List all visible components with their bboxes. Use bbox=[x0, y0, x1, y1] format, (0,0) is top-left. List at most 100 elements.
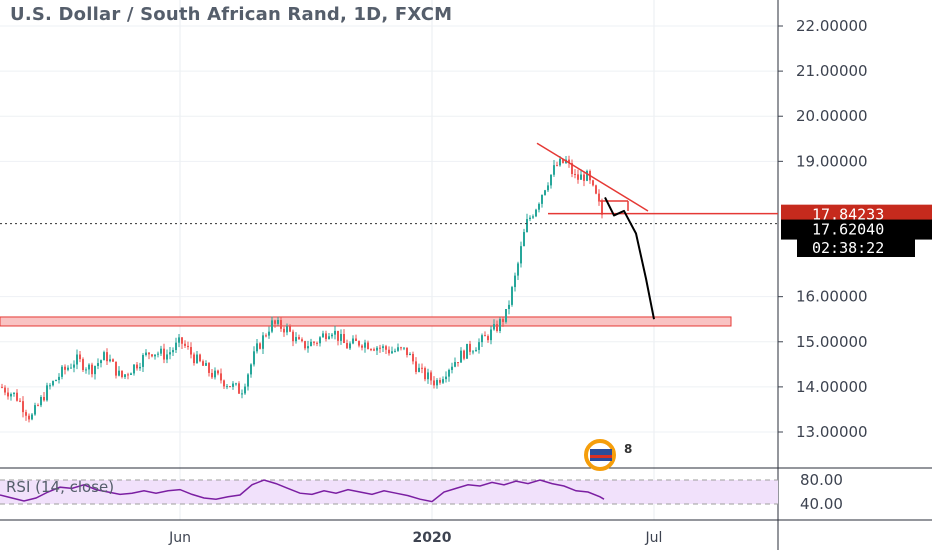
support-zone bbox=[0, 316, 732, 327]
candle-body bbox=[529, 217, 531, 220]
candle-body bbox=[223, 380, 225, 387]
candle-body bbox=[373, 349, 375, 351]
candle-body bbox=[115, 361, 117, 376]
rsi-tick-label: 40.00 bbox=[800, 495, 843, 513]
candle-body bbox=[283, 328, 285, 333]
price-tick-label: 20.00000 bbox=[796, 107, 868, 125]
candle-body bbox=[160, 348, 162, 354]
candle-body bbox=[112, 359, 114, 362]
candle-body bbox=[256, 343, 258, 352]
candle-body bbox=[172, 350, 174, 353]
candle-body bbox=[466, 343, 468, 359]
candle-body bbox=[523, 232, 525, 247]
price-tick-label: 21.00000 bbox=[796, 62, 868, 80]
candle-body bbox=[181, 337, 183, 344]
candle-body bbox=[133, 364, 135, 374]
candle-body bbox=[37, 405, 39, 407]
candle-body bbox=[550, 174, 552, 186]
candle-body bbox=[388, 349, 390, 354]
candle-body bbox=[334, 330, 336, 335]
candle-body bbox=[430, 372, 432, 381]
current-price-badge: 17.62040 bbox=[781, 219, 932, 240]
candle-body bbox=[364, 342, 366, 348]
price-tick-label: 14.00000 bbox=[796, 378, 868, 396]
candle-body bbox=[505, 309, 507, 322]
candle-body bbox=[202, 361, 204, 366]
candle-body bbox=[67, 367, 69, 370]
candle-body bbox=[268, 331, 270, 336]
candle-body bbox=[502, 319, 504, 322]
candle-body bbox=[358, 340, 360, 346]
candle-body bbox=[595, 185, 597, 194]
candle-body bbox=[592, 180, 594, 186]
candle-body bbox=[553, 165, 555, 175]
candle-body bbox=[490, 329, 492, 341]
candle-body bbox=[73, 364, 75, 368]
candle-body bbox=[103, 352, 105, 361]
candle-body bbox=[175, 342, 177, 351]
candle-body bbox=[424, 368, 426, 380]
candle-body bbox=[154, 354, 156, 357]
candle-body bbox=[229, 386, 231, 388]
candle-body bbox=[310, 341, 312, 347]
candle-body bbox=[475, 349, 477, 352]
time-tick-label: 2020 bbox=[413, 530, 452, 546]
candle-body bbox=[601, 201, 603, 215]
candle-body bbox=[109, 359, 111, 362]
logo-badge: 8 bbox=[584, 439, 632, 471]
rsi-line bbox=[0, 479, 605, 503]
candle-body bbox=[289, 326, 291, 332]
candle-body bbox=[10, 394, 12, 397]
candle-body bbox=[235, 383, 237, 385]
price-tick-label: 19.00000 bbox=[796, 152, 868, 170]
candle-body bbox=[214, 370, 216, 378]
candle-body bbox=[517, 263, 519, 276]
candle-body bbox=[307, 346, 309, 349]
time-tick-label: Jun bbox=[168, 530, 191, 546]
candle-body bbox=[43, 396, 45, 401]
candle-body bbox=[52, 381, 54, 386]
candle-body bbox=[241, 393, 243, 395]
candle-body bbox=[130, 373, 132, 375]
candle-body bbox=[469, 343, 471, 352]
candle-body bbox=[415, 361, 417, 372]
candle-body bbox=[427, 372, 429, 380]
candle-body bbox=[328, 336, 330, 340]
candle-body bbox=[496, 324, 498, 331]
candle-body bbox=[295, 337, 297, 342]
candle-body bbox=[286, 326, 288, 333]
candle-body bbox=[493, 324, 495, 330]
candle-body bbox=[148, 352, 150, 355]
candle-body bbox=[79, 354, 81, 360]
candle-body bbox=[292, 331, 294, 342]
candle-body bbox=[394, 350, 396, 352]
candle-body bbox=[346, 342, 348, 349]
candle-body bbox=[349, 343, 351, 349]
candle-body bbox=[571, 163, 573, 174]
candle-body bbox=[82, 359, 84, 371]
price-tick-label: 22.00000 bbox=[796, 17, 868, 35]
candle-body bbox=[460, 350, 462, 363]
candle-body bbox=[445, 376, 447, 380]
candle-body bbox=[274, 320, 276, 324]
candle-body bbox=[538, 203, 540, 210]
candle-body bbox=[439, 380, 441, 383]
candle-body bbox=[1, 386, 3, 388]
candle-body bbox=[61, 366, 63, 377]
candle-body bbox=[13, 392, 15, 395]
logo-flag-stripe bbox=[590, 455, 612, 458]
chart-title: U.S. Dollar / South African Rand, 1D, FX… bbox=[10, 4, 453, 25]
candle-body bbox=[361, 345, 363, 348]
candle-body bbox=[70, 367, 72, 369]
candle-body bbox=[127, 374, 129, 376]
candle-body bbox=[22, 401, 24, 413]
price-tick-label: 16.00000 bbox=[796, 288, 868, 306]
candle-body bbox=[271, 320, 273, 332]
annotation-layer bbox=[0, 316, 732, 327]
candle-body bbox=[397, 347, 399, 351]
candle-body bbox=[556, 165, 558, 167]
candle-body bbox=[568, 159, 570, 164]
candle-body bbox=[166, 354, 168, 360]
price-tick-label: 15.00000 bbox=[796, 333, 868, 351]
